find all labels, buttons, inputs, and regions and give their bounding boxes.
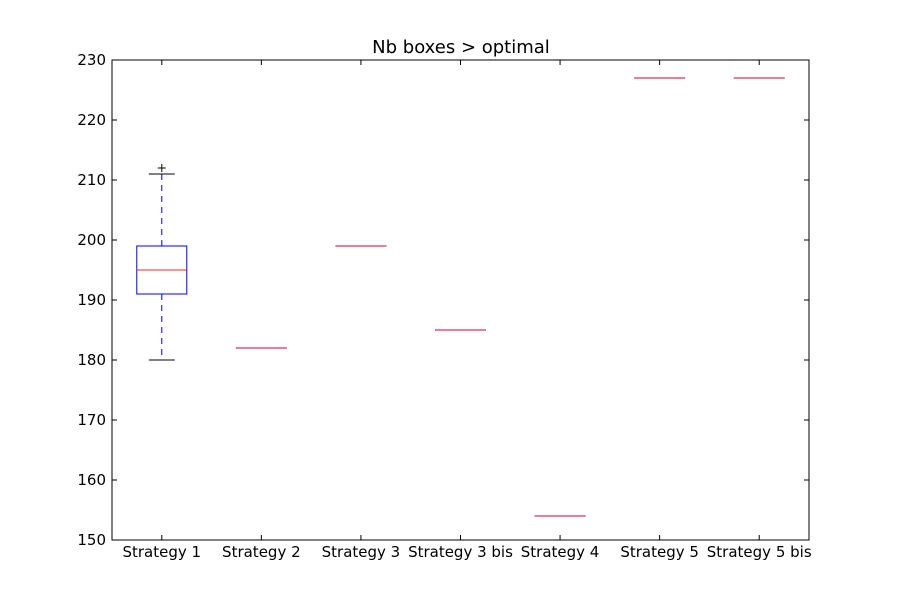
y-tick-label: 150 xyxy=(77,531,106,549)
y-tick-label: 210 xyxy=(77,171,106,189)
x-tick-label: Strategy 4 xyxy=(521,543,600,561)
y-tick-label: 160 xyxy=(77,471,106,489)
x-tick-label: Strategy 2 xyxy=(222,543,301,561)
y-tick-label: 220 xyxy=(77,111,106,129)
x-tick-label: Strategy 1 xyxy=(122,543,201,561)
x-tick-label: Strategy 5 xyxy=(620,543,699,561)
outlier-point xyxy=(157,164,166,172)
x-tick-label: Strategy 5 bis xyxy=(707,543,812,561)
y-tick-label: 230 xyxy=(77,51,106,69)
y-tick-label: 180 xyxy=(77,351,106,369)
y-tick-label: 200 xyxy=(77,231,106,249)
box-group xyxy=(136,164,188,361)
y-tick-label: 170 xyxy=(77,411,106,429)
plot-area-frame xyxy=(111,59,810,541)
x-tick-label: Strategy 3 xyxy=(322,543,401,561)
y-tick-label: 190 xyxy=(77,291,106,309)
chart-title: Nb boxes > optimal xyxy=(372,37,550,58)
x-tick-label: Strategy 3 bis xyxy=(408,543,513,561)
